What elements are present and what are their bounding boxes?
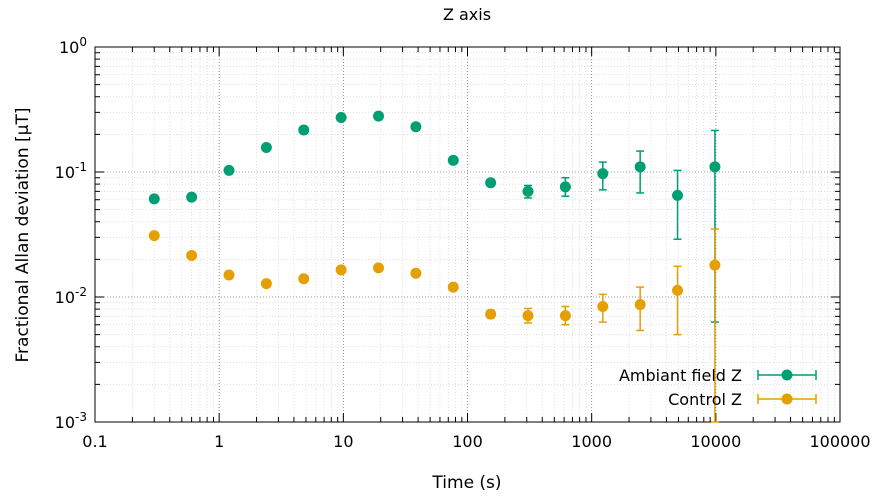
data-point: [522, 310, 534, 322]
data-point: [298, 273, 310, 285]
data-point: [447, 281, 459, 293]
data-point: [485, 177, 497, 189]
data-point: [186, 249, 198, 261]
data-point: [373, 262, 385, 274]
data-point: [447, 154, 459, 166]
data-point: [559, 181, 571, 193]
x-tick-label: 100: [452, 432, 483, 451]
x-tick-label: 1: [214, 432, 224, 451]
data-point: [672, 189, 684, 201]
data-point: [186, 191, 198, 203]
legend: Ambiant field Z Control Z: [619, 366, 817, 409]
x-tick-label: 10: [333, 432, 353, 451]
data-point: [634, 161, 646, 173]
data-point: [260, 142, 272, 154]
tick-labels: 0.1 1 10 100 1000 10000 100000 10-3 10-2 10-1 100: [55, 35, 871, 451]
x-tick-label: 1000: [571, 432, 612, 451]
legend-label: Ambiant field Z: [619, 366, 742, 385]
series-control-z: [148, 228, 721, 423]
data-point: [709, 259, 721, 271]
data-point: [223, 269, 235, 281]
data-point: [410, 121, 422, 133]
legend-marker: [781, 369, 793, 381]
data-point: [485, 308, 497, 320]
x-tick-label: 0.1: [82, 432, 107, 451]
data-point: [335, 111, 347, 123]
chart-title: Z axis: [443, 5, 491, 24]
y-axis-label: Fractional Allan deviation [µT]: [13, 108, 33, 363]
data-point: [148, 193, 160, 205]
data-point: [672, 284, 684, 296]
data-point: [260, 278, 272, 290]
plot-frame: [94, 46, 841, 423]
data-point: [373, 110, 385, 122]
data-point: [335, 264, 347, 276]
x-axis-label: Time (s): [431, 473, 501, 493]
legend-marker: [781, 393, 793, 405]
data-point: [522, 185, 534, 197]
y-tick-label: 10-2: [55, 285, 87, 307]
data-point: [223, 164, 235, 176]
grid-lines: [95, 47, 840, 422]
data-point: [709, 161, 721, 173]
y-tick-label: 10-1: [55, 160, 87, 182]
x-tick-label: 10000: [690, 432, 741, 451]
legend-label: Control Z: [668, 390, 742, 409]
data-point: [148, 230, 160, 242]
data-point: [597, 168, 609, 180]
x-tick-label: 100000: [809, 432, 870, 451]
data-point: [410, 267, 422, 279]
series-ambiant-field-z: [148, 110, 721, 323]
data-point: [298, 124, 310, 136]
data-series: [148, 110, 721, 423]
y-tick-label: 10-3: [55, 410, 87, 432]
data-point: [597, 300, 609, 312]
data-point: [634, 299, 646, 311]
data-point: [559, 310, 571, 322]
y-tick-label: 100: [59, 35, 87, 57]
